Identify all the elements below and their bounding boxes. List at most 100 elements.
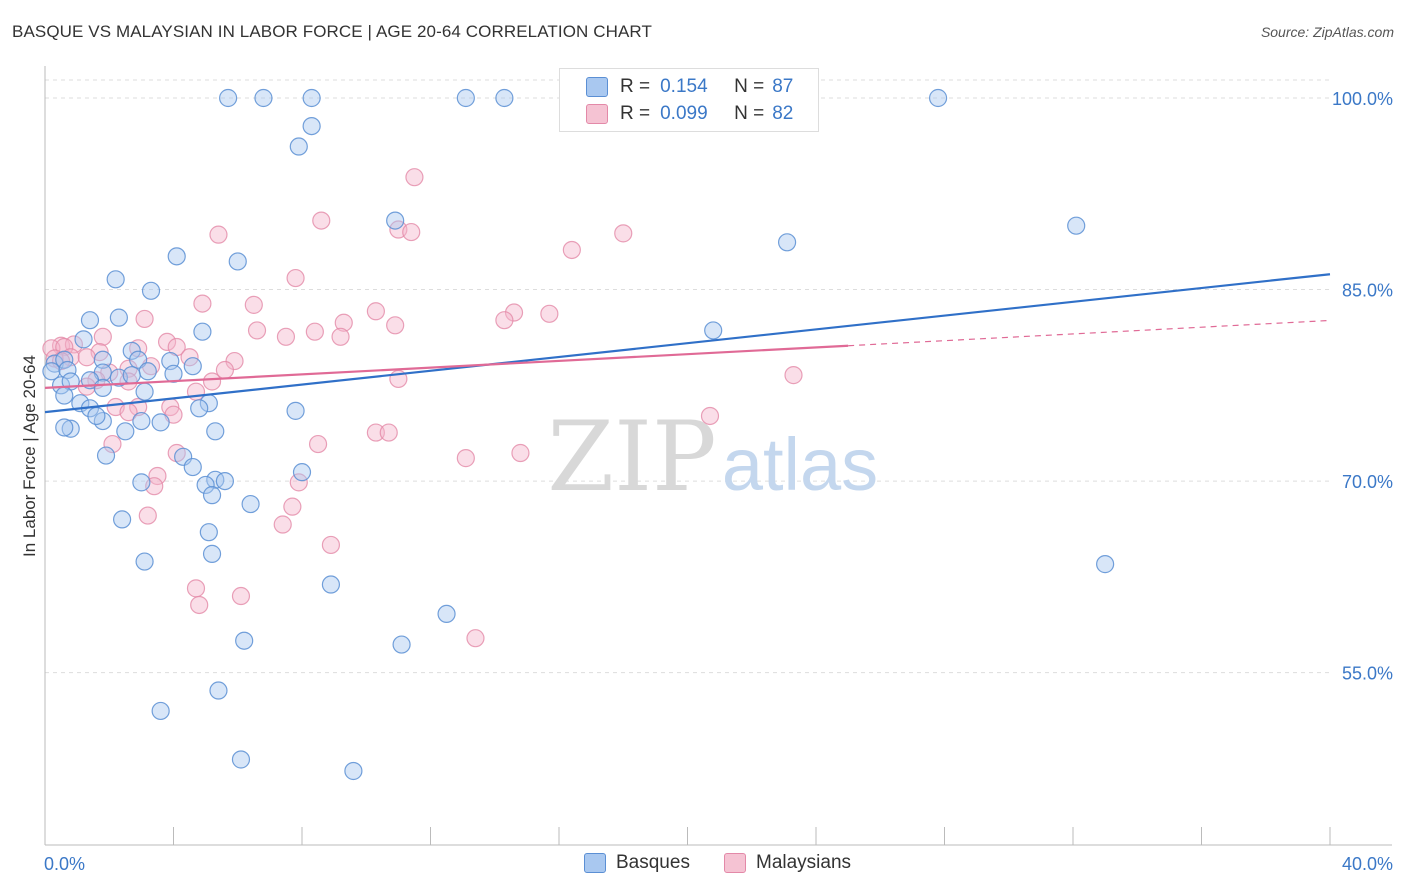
basque-point xyxy=(228,252,247,271)
basque-point xyxy=(55,350,74,369)
basque-point xyxy=(344,761,363,781)
y-tick-labels: 55.0% 70.0% 85.0% 100.0% xyxy=(1332,89,1393,684)
x-tick-label: 0.0% xyxy=(44,854,85,874)
basque-point xyxy=(132,473,151,492)
malaysian-point xyxy=(138,506,157,525)
basque-point xyxy=(1096,555,1115,574)
basque-point xyxy=(151,413,170,432)
malaysian-point xyxy=(286,268,305,288)
basque-point xyxy=(109,308,128,327)
y-tick-label: 55.0% xyxy=(1342,664,1393,684)
malaysian-trend-extension xyxy=(848,319,1331,347)
malaysian-point xyxy=(386,316,405,335)
legend-item-basques[interactable]: Basques xyxy=(584,852,690,874)
basque-point xyxy=(386,211,405,230)
basque-point xyxy=(193,322,212,341)
basque-point xyxy=(241,494,260,514)
basque-point xyxy=(289,137,308,156)
malaysian-point xyxy=(784,366,803,385)
basque-point xyxy=(302,116,321,136)
basque-point xyxy=(254,88,273,108)
malaysian-point xyxy=(511,443,530,463)
malaysian-point xyxy=(308,434,328,454)
malaysian-point xyxy=(379,423,398,442)
basque-point xyxy=(392,635,411,654)
basque-point xyxy=(437,604,456,624)
basque-point xyxy=(58,360,77,380)
malaysian-point xyxy=(331,327,350,346)
basque-point xyxy=(196,475,215,495)
basque-point xyxy=(135,382,154,401)
basque-point xyxy=(51,376,71,395)
x-tick-labels: 0.0% 40.0% xyxy=(44,854,1393,874)
malaysian-point xyxy=(504,303,524,322)
basque-point xyxy=(928,88,948,108)
basque-point xyxy=(106,270,125,289)
basque-point xyxy=(167,247,186,266)
basque-point xyxy=(74,330,93,349)
legend-label-malaysians: Malaysians xyxy=(756,852,852,873)
trend-lines xyxy=(44,273,1331,414)
basque-point xyxy=(122,366,141,385)
malaysian-point xyxy=(202,372,222,391)
malaysian-point xyxy=(614,224,633,243)
malaysian-point xyxy=(405,168,424,187)
malaysian-point xyxy=(157,332,177,352)
malaysian-point xyxy=(334,313,353,332)
basque-point xyxy=(302,88,321,108)
basque-point xyxy=(42,362,61,381)
basque-point xyxy=(116,422,135,441)
legend-item-malaysians[interactable]: Malaysians xyxy=(724,852,851,874)
malaysian-point xyxy=(247,321,267,340)
legend-row-basques: R = 0.154 N = 87 xyxy=(560,75,793,99)
basque-trend-line xyxy=(44,273,1331,414)
malaysian-trend-line xyxy=(44,344,849,389)
basque-point xyxy=(206,422,225,441)
basque-point xyxy=(122,341,141,360)
basque-point xyxy=(231,750,251,769)
basque-point xyxy=(183,457,202,477)
malaysian-point xyxy=(366,423,385,442)
malaysian-point xyxy=(312,211,331,230)
basque-point xyxy=(93,378,112,397)
malaysian-point xyxy=(456,449,475,468)
basque-point xyxy=(183,357,202,376)
basque-point xyxy=(215,472,234,491)
malaysian-point xyxy=(466,629,485,648)
malaysian-point xyxy=(186,579,206,598)
basque-point xyxy=(151,701,170,721)
malaysian-point xyxy=(273,515,292,534)
malaysian-point xyxy=(276,327,296,346)
malaysian-point xyxy=(700,406,720,426)
y-tick-label: 100.0% xyxy=(1332,89,1393,109)
r-value: 0.099 xyxy=(660,103,708,124)
basque-point xyxy=(235,631,254,650)
basque-point xyxy=(190,399,209,418)
legend-row-malaysians: R = 0.099 N = 82 xyxy=(560,102,793,126)
basque-point xyxy=(206,470,225,489)
basques-swatch xyxy=(586,77,608,97)
x-tick-label: 40.0% xyxy=(1342,854,1393,874)
basque-point xyxy=(87,406,106,426)
correlation-legend: R = 0.154 N = 87 R = 0.099 N = 82 xyxy=(559,68,819,132)
basque-point xyxy=(202,486,222,505)
axes xyxy=(44,66,1392,846)
basque-point xyxy=(61,419,80,438)
basque-point xyxy=(495,88,514,108)
basque-point xyxy=(55,386,74,405)
n-label: N = xyxy=(734,76,765,97)
n-value: 87 xyxy=(772,76,794,97)
watermark: ZIP atlas xyxy=(547,401,878,513)
basque-point xyxy=(112,510,132,529)
malaysian-point xyxy=(193,294,212,313)
basque-point xyxy=(55,418,74,437)
basque-point xyxy=(132,411,151,431)
y-axis-label: In Labor Force | Age 20-64 xyxy=(20,355,39,557)
malaysian-point xyxy=(148,466,167,486)
malaysian-point xyxy=(283,497,302,516)
malaysian-point xyxy=(231,586,251,606)
malaysian-point xyxy=(321,535,341,555)
basque-point xyxy=(456,88,475,108)
malaysian-point xyxy=(244,295,263,314)
